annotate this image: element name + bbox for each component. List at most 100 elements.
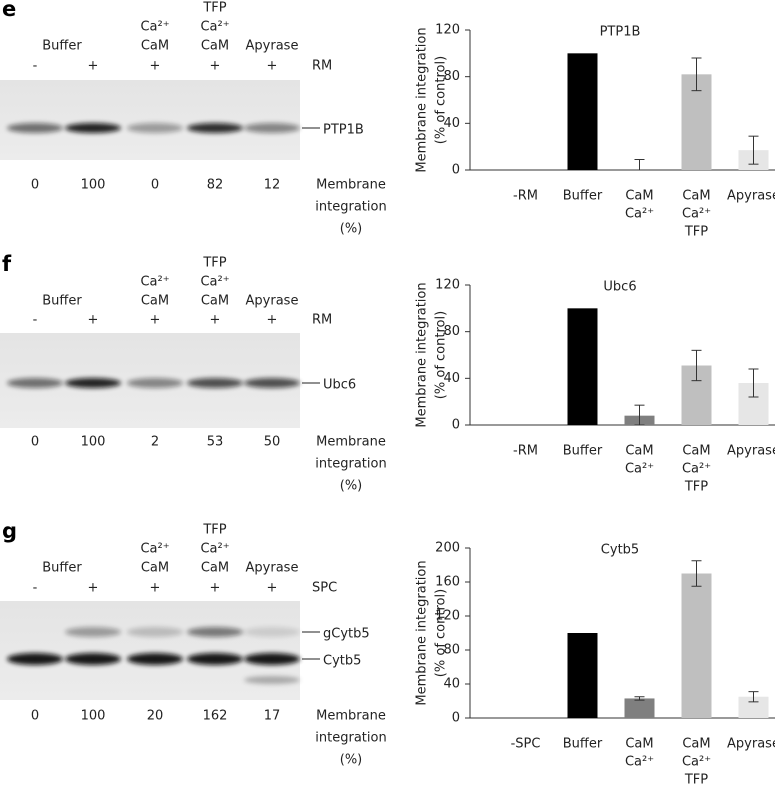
gel-band	[187, 627, 243, 637]
chart-title: Cytb5	[601, 543, 639, 558]
y-tick-label: 160	[435, 575, 460, 590]
x-tick-label: Ca²⁺	[625, 755, 654, 770]
lane-sign: +	[88, 313, 99, 328]
gel-band	[187, 653, 243, 665]
lane-header: CaM	[141, 561, 169, 576]
lane-header: Apyrase	[246, 294, 299, 309]
quantification-value: 2	[151, 435, 159, 450]
lane-header: Buffer	[42, 39, 82, 54]
lane-sign: +	[267, 581, 278, 596]
gel-band	[244, 378, 300, 388]
treatment-label: RM	[312, 313, 332, 328]
gel-band	[7, 378, 63, 388]
x-tick-label: TFP	[684, 773, 708, 788]
y-tick-label: 0	[452, 711, 460, 726]
lane-header: Ca²⁺	[140, 542, 169, 557]
y-tick-label: 80	[443, 324, 460, 339]
band-label: Ubc6	[323, 378, 356, 393]
y-tick-label: 120	[435, 609, 460, 624]
lane-header: CaM	[141, 39, 169, 54]
lane-sign: +	[88, 581, 99, 596]
chart-title: Ubc6	[603, 280, 636, 295]
x-tick-label: -SPC	[511, 737, 541, 752]
lane-sign: +	[150, 313, 161, 328]
y-tick-label: 80	[443, 643, 460, 658]
y-axis-label: (% of control)	[434, 589, 449, 677]
bar	[567, 633, 598, 718]
lane-header: Ca²⁺	[200, 20, 229, 35]
y-tick-label: 80	[443, 69, 460, 84]
panel-letter: f	[2, 252, 12, 276]
lane-header: Apyrase	[246, 561, 299, 576]
quantification-value: 17	[264, 709, 281, 724]
gel-band	[244, 676, 300, 684]
quantification-label: Membrane	[316, 709, 386, 724]
lane-header: Apyrase	[246, 39, 299, 54]
y-tick-label: 120	[435, 23, 460, 38]
x-tick-label: CaM	[625, 737, 653, 752]
y-tick-label: 0	[452, 163, 460, 178]
lane-header: Buffer	[42, 294, 82, 309]
error-bar	[748, 368, 759, 398]
quantification-value: 82	[207, 178, 224, 193]
lane-sign: +	[150, 581, 161, 596]
lane-header: TFP	[202, 256, 226, 271]
x-tick-label: TFP	[684, 225, 708, 240]
quantification-value: 0	[31, 178, 39, 193]
lane-sign: +	[267, 59, 278, 74]
gel-band	[127, 378, 183, 388]
quantification-label: (%)	[340, 753, 363, 768]
gel-image	[0, 80, 300, 160]
panel-letter: e	[2, 0, 16, 21]
gel-band	[127, 653, 183, 665]
quantification-value: 0	[151, 178, 159, 193]
quantification-value: 100	[81, 178, 106, 193]
error-bar	[748, 691, 759, 703]
gel-band	[7, 653, 63, 665]
error-bar	[691, 560, 702, 587]
y-tick-label: 40	[443, 371, 460, 386]
quantification-value: 100	[81, 709, 106, 724]
quantification-value: 0	[31, 435, 39, 450]
x-tick-label: CaM	[625, 189, 653, 204]
lane-header: Ca²⁺	[140, 20, 169, 35]
gel-band	[187, 378, 243, 388]
lane-sign: -	[33, 581, 38, 596]
y-axis-label: Membrane integration	[415, 282, 430, 427]
quantification-label: (%)	[340, 222, 363, 237]
x-tick-label: Ca²⁺	[625, 462, 654, 477]
bar	[624, 698, 655, 718]
quantification-value: 100	[81, 435, 106, 450]
quantification-label: Membrane	[316, 178, 386, 193]
lane-sign: +	[210, 581, 221, 596]
lane-header: CaM	[201, 294, 229, 309]
gel-band	[127, 627, 183, 637]
lane-header: TFP	[202, 523, 226, 538]
y-axis-label: Membrane integration	[415, 560, 430, 705]
band-label: Cytb5	[323, 654, 361, 669]
x-tick-label: Buffer	[563, 189, 603, 204]
quantification-label: integration	[315, 457, 386, 472]
lane-sign: +	[150, 59, 161, 74]
lane-header: Ca²⁺	[140, 275, 169, 290]
quantification-value: 0	[31, 709, 39, 724]
x-tick-label: CaM	[682, 737, 710, 752]
x-tick-label: CaM	[682, 444, 710, 459]
treatment-label: RM	[312, 59, 332, 74]
y-axis-label: (% of control)	[434, 311, 449, 399]
band-label: PTP1B	[323, 123, 364, 138]
y-tick-label: 40	[443, 677, 460, 692]
error-bar	[748, 135, 759, 165]
lane-header: Buffer	[42, 561, 82, 576]
gel-band	[65, 653, 121, 665]
y-tick-label: 120	[435, 278, 460, 293]
x-tick-label: Ca²⁺	[682, 755, 711, 770]
quantification-label: integration	[315, 200, 386, 215]
gel-band	[65, 123, 121, 133]
lane-header: TFP	[202, 1, 226, 16]
gel-band	[244, 627, 300, 637]
quantification-value: 162	[203, 709, 228, 724]
lane-header: Ca²⁺	[200, 542, 229, 557]
quantification-value: 12	[264, 178, 281, 193]
